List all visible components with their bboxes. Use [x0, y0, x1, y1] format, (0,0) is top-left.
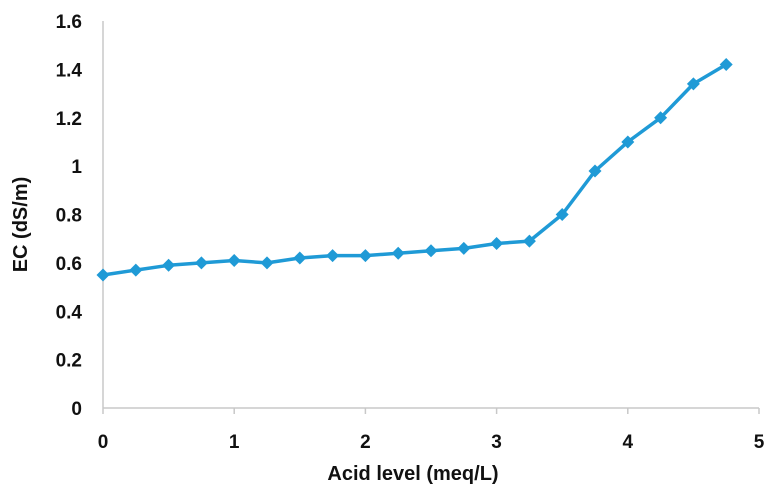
- y-tick-label: 0.8: [56, 206, 82, 227]
- y-tick-labels: 0 0.2 0.4 0.6 0.8 1 1.2 1.4 1.6: [56, 12, 83, 420]
- x-tick-label: 4: [623, 432, 634, 453]
- y-tick-label: 0.4: [56, 302, 83, 323]
- x-tick-labels: 0 1 2 3 4 5: [98, 432, 764, 453]
- data-point-marker: [227, 253, 241, 267]
- data-point-marker: [129, 263, 143, 277]
- data-point-marker: [555, 208, 569, 221]
- data-point-marker: [686, 77, 700, 91]
- y-axis-title: EC (dS/m): [10, 177, 32, 273]
- data-point-marker: [490, 237, 504, 251]
- data-point-marker: [96, 268, 110, 282]
- data-point-marker: [260, 256, 274, 270]
- data-point-marker: [162, 258, 176, 272]
- x-tick-label: 2: [360, 432, 371, 453]
- data-point-marker: [588, 164, 602, 178]
- y-tick-label: 1: [71, 157, 82, 178]
- data-point-marker: [194, 256, 208, 270]
- y-tick-label: 0.2: [56, 351, 82, 372]
- axes: [102, 21, 759, 409]
- data-point-marker: [358, 249, 372, 263]
- data-point-marker: [654, 111, 668, 125]
- x-tick-marks: [102, 408, 760, 414]
- y-tick-label: 1.4: [56, 60, 83, 81]
- y-tick-label: 0: [71, 399, 82, 420]
- data-point-marker: [457, 241, 471, 255]
- data-point-marker: [391, 246, 405, 260]
- data-point-marker: [719, 58, 733, 72]
- data-point-marker: [424, 244, 438, 258]
- x-axis-title: Acid level (meq/L): [327, 463, 498, 485]
- series-layer: [96, 58, 733, 282]
- x-tick-label: 5: [754, 432, 764, 453]
- x-tick-label: 1: [229, 432, 240, 453]
- data-point-marker: [293, 251, 307, 265]
- y-tick-label: 1.2: [56, 109, 82, 130]
- y-tick-label: 1.6: [56, 12, 82, 33]
- y-tick-label: 0.6: [56, 254, 82, 275]
- data-point-marker: [522, 234, 536, 248]
- series-line: [101, 62, 728, 277]
- x-tick-label: 3: [491, 432, 502, 453]
- data-point-marker: [621, 135, 635, 149]
- data-point-marker: [326, 249, 340, 263]
- x-tick-label: 0: [98, 432, 109, 453]
